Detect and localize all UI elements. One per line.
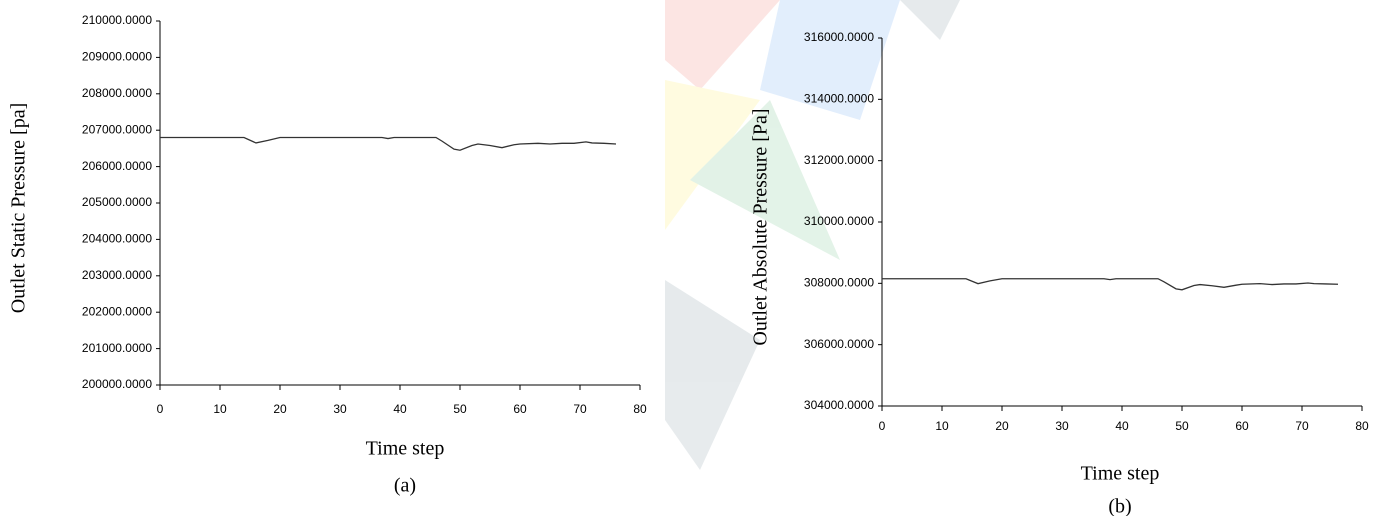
x-tick-label: 80 xyxy=(633,402,647,416)
watermark-shape xyxy=(665,280,760,470)
y-tick-label: 308000.0000 xyxy=(804,276,874,290)
x-tick-label: 10 xyxy=(935,419,949,433)
x-tick-label: 40 xyxy=(393,402,407,416)
caption: (a) xyxy=(394,475,416,497)
y-tick-label: 205000.0000 xyxy=(82,195,152,209)
caption: (b) xyxy=(1108,496,1131,516)
y-tick-label: 202000.0000 xyxy=(82,304,152,318)
y-tick-label: 306000.0000 xyxy=(804,337,874,351)
x-tick-label: 10 xyxy=(213,402,227,416)
data-line xyxy=(160,137,616,150)
y-tick-label: 312000.0000 xyxy=(804,153,874,167)
watermark-shape xyxy=(665,0,780,90)
x-tick-label: 70 xyxy=(1295,419,1309,433)
x-tick-label: 80 xyxy=(1355,419,1369,433)
x-tick-label: 70 xyxy=(573,402,587,416)
y-tick-label: 207000.0000 xyxy=(82,122,152,136)
x-axis-title: Time step xyxy=(1081,463,1160,485)
x-axis-title: Time step xyxy=(366,438,445,460)
y-tick-label: 314000.0000 xyxy=(804,92,874,106)
y-tick-label: 208000.0000 xyxy=(82,86,152,100)
x-tick-label: 20 xyxy=(995,419,1009,433)
x-tick-label: 0 xyxy=(879,419,886,433)
y-tick-label: 204000.0000 xyxy=(82,232,152,246)
x-tick-label: 60 xyxy=(513,402,527,416)
y-axis-title: Outlet Static Pressure [pa] xyxy=(8,103,30,314)
x-tick-label: 30 xyxy=(1055,419,1069,433)
x-tick-label: 60 xyxy=(1235,419,1249,433)
x-tick-label: 20 xyxy=(273,402,287,416)
y-tick-label: 209000.0000 xyxy=(82,50,152,64)
y-tick-label: 304000.0000 xyxy=(804,398,874,412)
x-tick-label: 50 xyxy=(1175,419,1189,433)
x-tick-label: 40 xyxy=(1115,419,1129,433)
data-line xyxy=(882,279,1338,290)
y-axis-title: Outlet Absolute Pressure [Pa] xyxy=(750,108,772,345)
y-tick-label: 203000.0000 xyxy=(82,268,152,282)
figure: 200000.0000 201000.0000 202000.0000 203000.… xyxy=(0,0,1384,516)
y-tick-label: 206000.0000 xyxy=(82,159,152,173)
x-tick-label: 50 xyxy=(453,402,467,416)
y-tick-label: 316000.0000 xyxy=(804,30,874,44)
x-tick-label: 0 xyxy=(157,402,164,416)
y-tick-label: 201000.0000 xyxy=(82,341,152,355)
watermark-shape xyxy=(900,0,960,40)
y-tick-label: 310000.0000 xyxy=(804,214,874,228)
y-tick-label: 210000.0000 xyxy=(82,13,152,27)
y-tick-label: 200000.0000 xyxy=(82,377,152,391)
x-tick-label: 30 xyxy=(333,402,347,416)
